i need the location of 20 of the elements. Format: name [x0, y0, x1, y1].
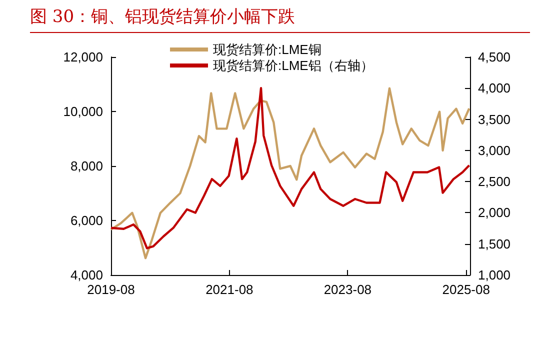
x-tick-label: 2025-08 — [442, 282, 490, 297]
y2-tick-label: 4,000 — [478, 80, 511, 96]
y-tick-label: 10,000 — [63, 104, 103, 119]
y-tick-label: 12,000 — [63, 50, 103, 64]
y2-tick-label: 3,500 — [478, 112, 511, 127]
legend-label: 现货结算价:LME铝（右轴） — [213, 58, 374, 73]
x-tick-label: 2023-08 — [324, 282, 372, 297]
y2-tick-label: 2,500 — [478, 174, 511, 190]
y2-tick-label: 3,000 — [478, 142, 511, 158]
chart-title: 图 30：铜、铝现货结算价小幅下跌 — [30, 5, 530, 33]
legend-label: 现货结算价:LME铜 — [213, 42, 322, 57]
y-tick-label: 6,000 — [70, 213, 103, 228]
y2-tick-label: 4,500 — [478, 50, 511, 64]
y-tick-label: 4,000 — [70, 268, 103, 282]
y2-tick-label: 1,000 — [478, 268, 511, 282]
y2-tick-label: 1,500 — [478, 236, 511, 252]
y-tick-label: 8,000 — [70, 158, 103, 174]
x-tick-label: 2019-08 — [87, 282, 135, 297]
y2-tick-label: 2,000 — [478, 205, 511, 220]
x-tick-label: 2021-08 — [206, 282, 254, 297]
